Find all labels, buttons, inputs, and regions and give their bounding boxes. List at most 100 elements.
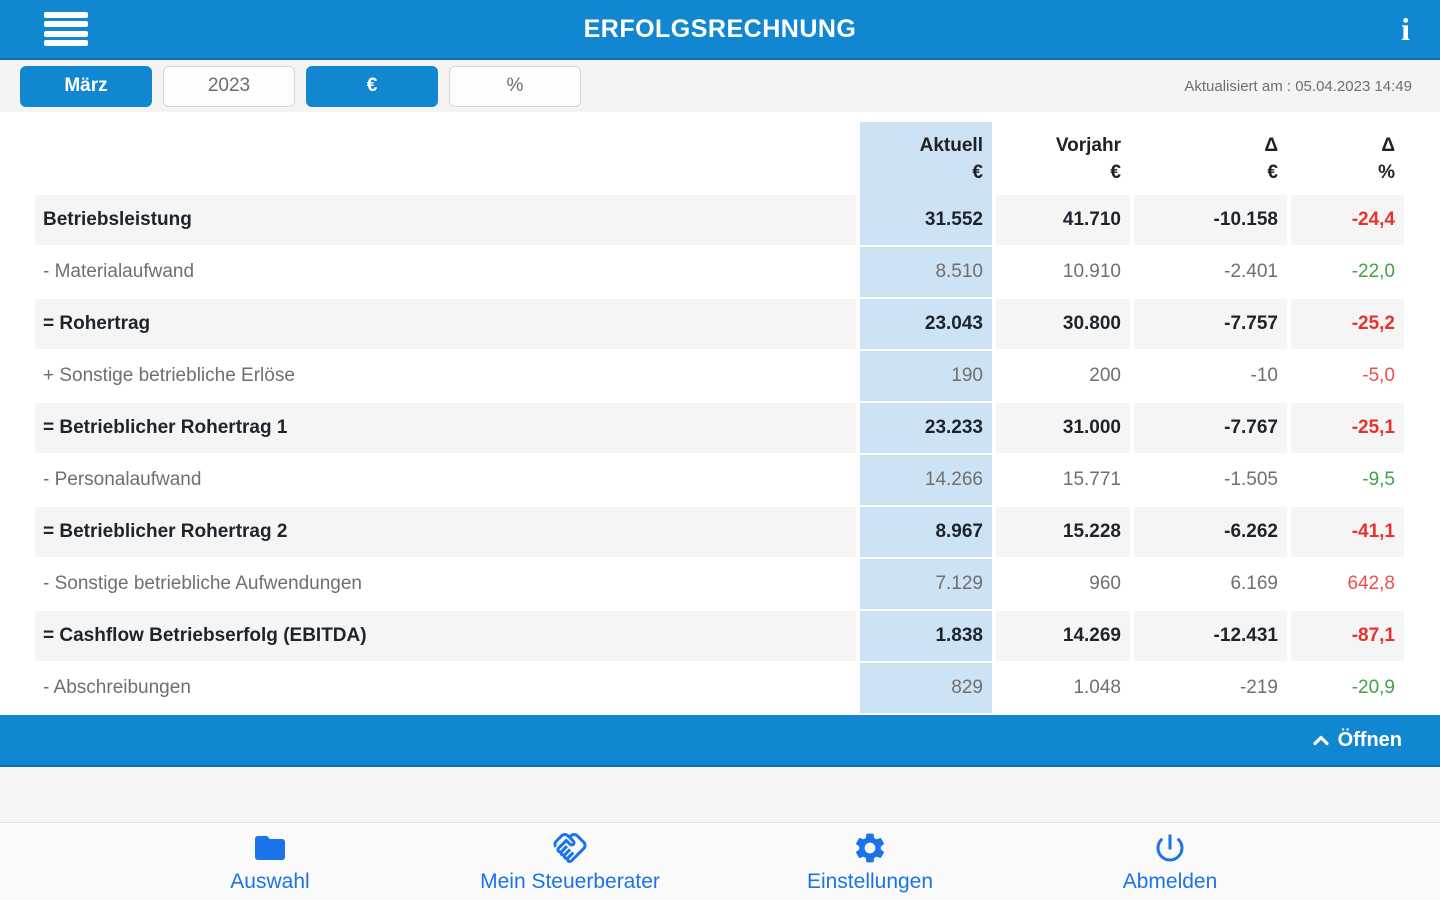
cell-delta-pct: -87,1	[1287, 611, 1404, 663]
table-body: Betriebsleistung 31.552 41.710 -10.158 -…	[35, 195, 1404, 715]
column-header-vorjahr: Vorjahr €	[992, 122, 1130, 195]
table-row: - Personalaufwand 14.266 15.771 -1.505 -…	[35, 455, 1404, 507]
cell-delta-pct: -25,2	[1287, 299, 1404, 351]
row-label: + Sonstige betriebliche Erlöse	[35, 351, 856, 403]
month-filter-button[interactable]: März	[20, 65, 152, 107]
cell-aktuell: 7.129	[856, 559, 992, 611]
cell-delta-pct: -25,1	[1287, 403, 1404, 455]
table-row: = Cashflow Betriebserfolg (EBITDA) 1.838…	[35, 611, 1404, 663]
nav-item-einstellungen[interactable]: Einstellungen	[720, 823, 1020, 900]
income-statement-table: Aktuell € Vorjahr € Δ € Δ % Betriebsleis…	[35, 122, 1404, 715]
folder-icon	[255, 836, 285, 860]
table-row: + Sonstige betriebliche Erlöse 190 200 -…	[35, 351, 1404, 403]
cell-delta-eur: -10	[1130, 351, 1287, 403]
info-icon[interactable]: i	[1401, 11, 1410, 47]
table-row: = Betrieblicher Rohertrag 1 23.233 31.00…	[35, 403, 1404, 455]
currency-toggle-button[interactable]: €	[306, 65, 438, 107]
cell-vorjahr: 10.910	[992, 247, 1130, 299]
column-header-line1: Aktuell	[919, 134, 983, 156]
table-row: = Rohertrag 23.043 30.800 -7.757 -25,2	[35, 299, 1404, 351]
handshake-icon	[553, 833, 587, 863]
table-header-row: Aktuell € Vorjahr € Δ € Δ %	[35, 122, 1404, 195]
cell-delta-eur: -1.505	[1130, 455, 1287, 507]
row-label: - Personalaufwand	[35, 455, 856, 507]
cell-aktuell: 190	[856, 351, 992, 403]
row-label: = Betrieblicher Rohertrag 2	[35, 507, 856, 559]
nav-item-mein-steuerberater[interactable]: Mein Steuerberater	[420, 823, 720, 900]
cell-delta-pct: -20,9	[1287, 663, 1404, 715]
column-header-line1: Δ	[1381, 134, 1395, 156]
cell-aktuell: 1.838	[856, 611, 992, 663]
hamburger-menu-icon[interactable]	[44, 12, 88, 46]
row-label: = Betrieblicher Rohertrag 1	[35, 403, 856, 455]
cell-delta-pct: -22,0	[1287, 247, 1404, 299]
cell-aktuell: 829	[856, 663, 992, 715]
filter-bar: März 2023 € % Aktualisiert am : 05.04.20…	[0, 60, 1440, 112]
cell-delta-eur: -219	[1130, 663, 1287, 715]
cell-delta-eur: 6.169	[1130, 559, 1287, 611]
table-row: = Betrieblicher Rohertrag 2 8.967 15.228…	[35, 507, 1404, 559]
column-header-line2: €	[1110, 161, 1121, 183]
percent-toggle-button[interactable]: %	[449, 65, 581, 107]
cell-delta-pct: 642,8	[1287, 559, 1404, 611]
cell-vorjahr: 30.800	[992, 299, 1130, 351]
cell-vorjahr: 960	[992, 559, 1130, 611]
cell-aktuell: 8.510	[856, 247, 992, 299]
cell-aktuell: 8.967	[856, 507, 992, 559]
cell-aktuell: 14.266	[856, 455, 992, 507]
nav-label: Abmelden	[1122, 870, 1218, 893]
row-label: = Rohertrag	[35, 299, 856, 351]
cell-delta-eur: -7.757	[1130, 299, 1287, 351]
row-label: - Abschreibungen	[35, 663, 856, 715]
power-icon	[1156, 834, 1184, 862]
table-row: - Sonstige betriebliche Aufwendungen 7.1…	[35, 559, 1404, 611]
cell-vorjahr: 14.269	[992, 611, 1130, 663]
cell-delta-pct: -24,4	[1287, 195, 1404, 247]
nav-label: Auswahl	[230, 870, 310, 893]
column-header-line2: %	[1378, 161, 1395, 183]
cell-delta-eur: -6.262	[1130, 507, 1287, 559]
nav-label: Mein Steuerberater	[480, 870, 660, 893]
cell-delta-pct: -41,1	[1287, 507, 1404, 559]
cell-vorjahr: 1.048	[992, 663, 1130, 715]
cell-aktuell: 31.552	[856, 195, 992, 247]
last-updated-text: Aktualisiert am : 05.04.2023 14:49	[1184, 77, 1412, 95]
row-label: - Sonstige betriebliche Aufwendungen	[35, 559, 856, 611]
top-app-bar: ERFOLGSRECHNUNG i	[0, 0, 1440, 60]
content-gap	[0, 767, 1440, 822]
table-row: - Abschreibungen 829 1.048 -219 -20,9	[35, 663, 1404, 715]
open-expander-bar[interactable]: Öffnen	[0, 715, 1440, 767]
cell-vorjahr: 41.710	[992, 195, 1130, 247]
open-expander-label: Öffnen	[1337, 728, 1402, 751]
table-header-empty	[35, 122, 856, 195]
cell-vorjahr: 15.228	[992, 507, 1130, 559]
row-label: = Cashflow Betriebserfolg (EBITDA)	[35, 611, 856, 663]
nav-item-auswahl[interactable]: Auswahl	[120, 823, 420, 900]
cell-delta-eur: -10.158	[1130, 195, 1287, 247]
column-header-aktuell: Aktuell €	[856, 122, 992, 195]
cell-delta-eur: -7.767	[1130, 403, 1287, 455]
column-header-line2: €	[972, 161, 983, 183]
column-header-line1: Vorjahr	[1055, 134, 1121, 156]
cell-vorjahr: 200	[992, 351, 1130, 403]
table-row: - Materialaufwand 8.510 10.910 -2.401 -2…	[35, 247, 1404, 299]
nav-label: Einstellungen	[806, 870, 934, 893]
cell-aktuell: 23.233	[856, 403, 992, 455]
page-title: ERFOLGSRECHNUNG	[583, 14, 857, 43]
column-header-line2: €	[1267, 161, 1278, 183]
column-header-delta-eur: Δ €	[1130, 122, 1287, 195]
bottom-navigation: Auswahl Mein Steuerberater Einstellungen…	[0, 822, 1440, 900]
gear-icon	[855, 833, 885, 863]
cell-delta-pct: -9,5	[1287, 455, 1404, 507]
cell-delta-pct: -5,0	[1287, 351, 1404, 403]
year-filter-button[interactable]: 2023	[163, 65, 295, 107]
cell-aktuell: 23.043	[856, 299, 992, 351]
cell-vorjahr: 31.000	[992, 403, 1130, 455]
row-label: Betriebsleistung	[35, 195, 856, 247]
column-header-delta-pct: Δ %	[1287, 122, 1404, 195]
table-row: Betriebsleistung 31.552 41.710 -10.158 -…	[35, 195, 1404, 247]
row-label: - Materialaufwand	[35, 247, 856, 299]
cell-delta-eur: -2.401	[1130, 247, 1287, 299]
nav-item-abmelden[interactable]: Abmelden	[1020, 823, 1320, 900]
chevron-up-icon	[1312, 735, 1329, 745]
